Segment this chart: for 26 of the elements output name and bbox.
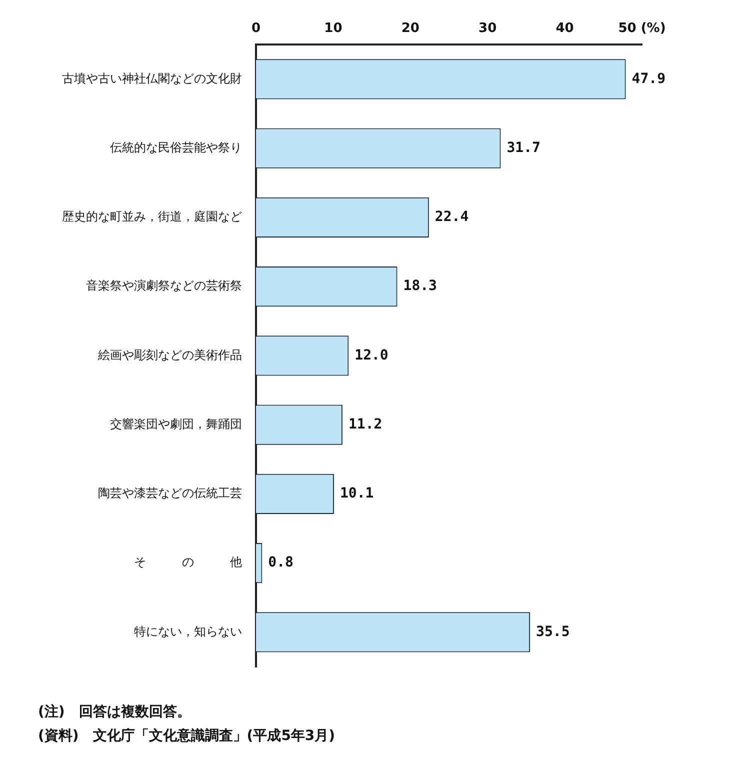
y-tick-label: そ の 他	[134, 555, 242, 570]
y-tick-label: 歴史的な町並み，街道，庭園など	[62, 210, 242, 224]
y-tick-label: 陶芸や漆芸などの伝統工芸	[98, 486, 242, 500]
x-tick-label: 0	[251, 21, 261, 36]
text: (注) 回答は複数回答。	[38, 702, 192, 722]
data-label: 47.9	[632, 70, 666, 87]
y-tick-label: 特にない，知らない	[134, 624, 242, 638]
data-label: 35.5	[536, 624, 570, 640]
y-tick-label: 音楽祭や演劇祭などの芸術祭	[86, 278, 242, 293]
x-tick-label: 30	[478, 21, 497, 36]
y-tick-label: 絵画や彫刻などの美術作品	[97, 348, 242, 362]
data-label: 0.8	[268, 554, 294, 571]
data-label: 12.0	[354, 347, 388, 364]
text: (資料) 文化庁「文化意識調査」(平成5年3月)	[38, 727, 336, 746]
data-label: 22.4	[434, 209, 469, 226]
data-label: 31.7	[506, 140, 540, 156]
data-label: 10.1	[340, 486, 374, 502]
x-tick-label: 40	[556, 21, 574, 36]
data-label: 18.3	[403, 278, 437, 294]
y-tick-label: 伝統的な民俗芸能や祭り	[110, 140, 242, 154]
x-tick-label: 50 (%)	[618, 21, 666, 36]
y-tick-label: 交響楽団や劇団，舞踊団	[110, 416, 242, 431]
x-tick-label: 20	[401, 21, 420, 36]
y-tick-label: 古墳や古い神社仏閣などの文化財	[62, 71, 242, 86]
data-label: 11.2	[348, 416, 382, 432]
x-tick-label: 10	[324, 21, 342, 36]
